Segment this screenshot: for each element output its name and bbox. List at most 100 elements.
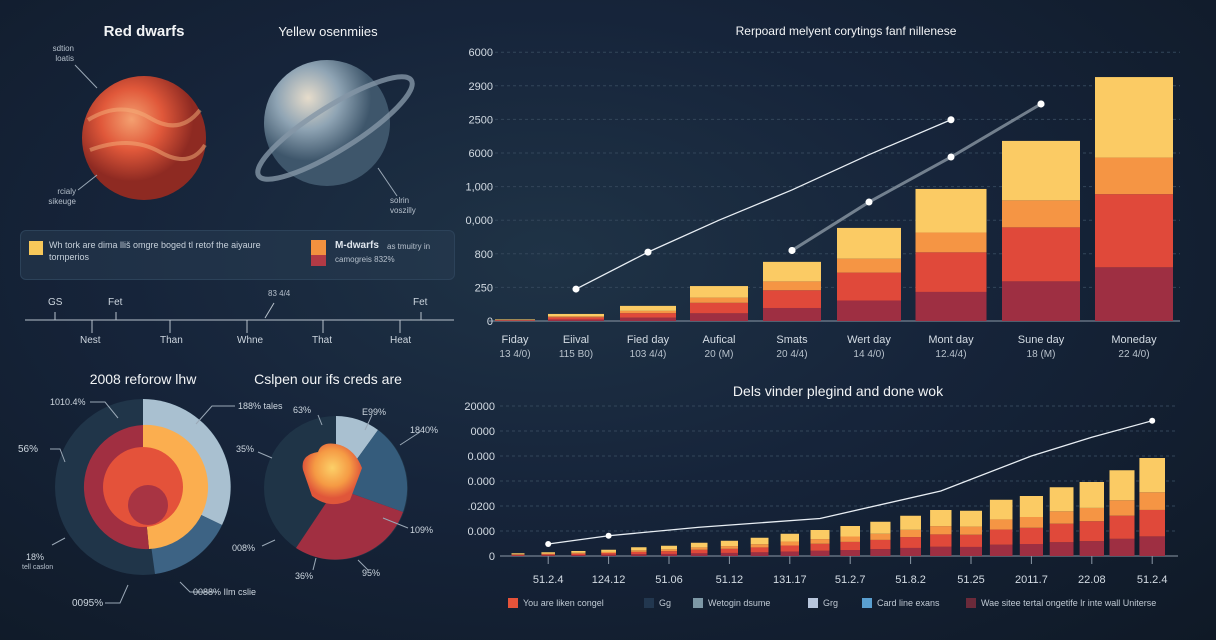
orange-swatch xyxy=(311,240,326,255)
y-tick-label: 1,000 xyxy=(465,182,493,194)
y-tick-label: 0.000 xyxy=(467,476,495,488)
donut2-label: 35% xyxy=(236,444,255,454)
bar-segment xyxy=(1109,515,1135,539)
bar-segment xyxy=(989,519,1013,530)
bar-segment xyxy=(1095,157,1173,195)
x-tick-label: Moneday xyxy=(1111,334,1157,346)
bar-segment xyxy=(631,547,647,551)
timeline-top-label: Fet xyxy=(108,297,123,308)
timeline-bottom-label: Heat xyxy=(390,335,412,346)
legend-item: Card line exans xyxy=(862,598,940,608)
bar-segment xyxy=(915,188,987,233)
bar-segment xyxy=(837,272,901,301)
x-tick-sublabel: 14 4/0) xyxy=(853,349,884,360)
x-tick-sublabel: 12.4/4) xyxy=(935,349,966,360)
bar-segment xyxy=(780,545,799,552)
y-tick-label: 0 xyxy=(487,316,493,328)
line-point xyxy=(605,532,612,539)
bar-segment xyxy=(930,546,952,556)
bar-segment xyxy=(915,291,987,321)
bar-segment xyxy=(960,510,982,527)
bar-segment xyxy=(1019,544,1043,556)
bar-segment xyxy=(511,553,525,555)
bar-segment xyxy=(631,554,647,556)
bar-segment xyxy=(915,252,987,292)
donut1-label: 0095% xyxy=(72,598,104,609)
bar-segment xyxy=(661,551,677,554)
timeline-bottom-label: Whne xyxy=(237,335,264,346)
donut2-label: 95% xyxy=(362,568,381,578)
bar-segment xyxy=(571,553,586,555)
x-tick-label: 51.06 xyxy=(655,574,683,586)
x-tick-label: 51.8.2 xyxy=(895,574,926,586)
red-planet xyxy=(82,76,207,200)
bar-segment xyxy=(1095,77,1173,158)
bar-segment xyxy=(690,313,748,321)
bar-segment xyxy=(810,530,830,540)
y-tick-label: 800 xyxy=(475,249,493,261)
bar-segment xyxy=(620,317,676,321)
bar-segment xyxy=(571,555,586,556)
bar-segment xyxy=(720,540,738,547)
bar-segment xyxy=(620,310,676,314)
bar-segment xyxy=(601,554,616,556)
leader-line xyxy=(77,174,98,191)
bar-segment xyxy=(763,307,821,321)
donut1-label: 56% xyxy=(18,444,39,455)
bar-segment xyxy=(750,547,769,553)
bar-segment xyxy=(837,300,901,321)
bar-segment xyxy=(548,319,604,321)
donut2-label: 008% xyxy=(232,543,256,553)
legend-label: Card line exans xyxy=(877,598,940,608)
x-tick-sublabel: 22 4/0) xyxy=(1118,349,1149,360)
timeline-bottom-label: Nest xyxy=(80,335,101,346)
line-point xyxy=(947,153,955,161)
bar-segment xyxy=(750,544,769,548)
bar-segment xyxy=(870,539,891,550)
yellow-swatch xyxy=(29,241,43,255)
legend-swatch xyxy=(862,598,872,608)
red-swatch xyxy=(311,255,326,266)
bar-segment xyxy=(690,297,748,303)
x-tick-sublabel: 18 (M) xyxy=(1027,349,1056,360)
x-tick-sublabel: 13 4/0) xyxy=(499,349,530,360)
bar-segment xyxy=(1139,536,1165,556)
red-dwarfs-title: Red dwarfs xyxy=(103,23,185,40)
info-item-2: as tmuitry in camogreis 832% xyxy=(335,242,431,264)
bar-segment xyxy=(661,553,677,556)
y-tick-label: 6000 xyxy=(469,47,493,59)
bar-segment xyxy=(763,261,821,282)
bar-segment xyxy=(571,552,586,554)
line-point xyxy=(947,116,955,124)
bar-segment xyxy=(548,313,604,317)
x-tick-label: 131.17 xyxy=(773,574,807,586)
x-tick-label: 2011.7 xyxy=(1015,574,1048,586)
bar-segment xyxy=(690,549,708,554)
bar-segment xyxy=(960,526,982,535)
x-tick-label: Eiival xyxy=(563,334,589,346)
bar-segment xyxy=(750,552,769,556)
donut1-label: 188% tales xyxy=(238,401,283,411)
bar-segment xyxy=(620,305,676,311)
legend-label: You are liken congel xyxy=(523,598,604,608)
ringed-planet-label: solrin voszilly xyxy=(390,196,416,215)
timeline-axis xyxy=(25,302,454,333)
x-tick-label: Fied day xyxy=(627,334,670,346)
bar-segment xyxy=(989,499,1013,520)
x-tick-label: 51.2.4 xyxy=(1137,574,1168,586)
bar-segment xyxy=(900,529,921,538)
bar-segment xyxy=(900,515,921,530)
bar-segment xyxy=(1019,517,1043,528)
timeline-top-label: 83 4/4 xyxy=(268,289,291,298)
legend-swatch xyxy=(644,598,654,608)
line-point xyxy=(545,541,552,547)
leader-line xyxy=(377,167,398,197)
bar-segment xyxy=(810,543,830,551)
line-point xyxy=(1149,417,1156,424)
chart1-title: Rerpoard melyent corytings fanf nillenes… xyxy=(735,24,957,38)
yellow-title: Yellew osenmiies xyxy=(278,24,378,39)
legend-item: Wae sitee tertal ongetife lr inte wall U… xyxy=(966,598,1156,608)
bar-segment xyxy=(720,548,738,553)
bar-segment xyxy=(763,281,821,291)
